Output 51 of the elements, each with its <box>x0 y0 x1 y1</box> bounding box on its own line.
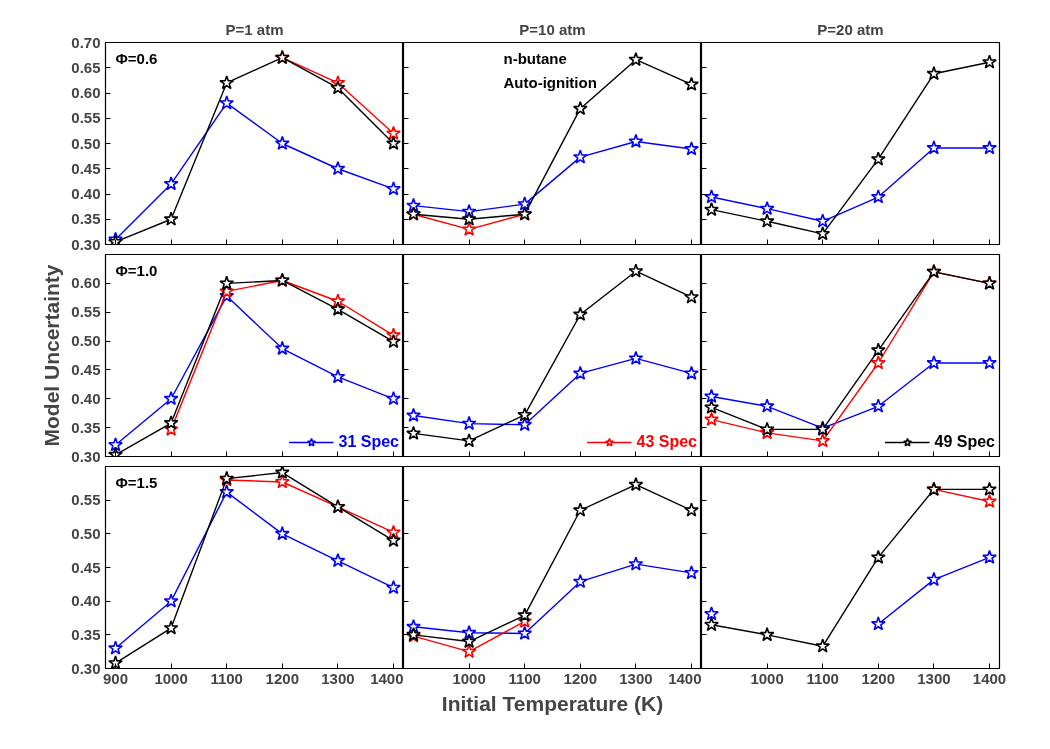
x-tick-label: 900 <box>102 669 129 687</box>
x-tick-label: 1200 <box>563 669 597 687</box>
annotation: Φ=1.0 <box>115 261 158 279</box>
y-tick-label: 0.35 <box>71 418 101 436</box>
y-tick-label: 0.60 <box>71 84 101 101</box>
legend-label: 43 Spec <box>636 433 697 451</box>
y-tick-label: 0.50 <box>71 332 101 350</box>
annotation: Φ=1.5 <box>115 473 158 491</box>
y-tick-label: 0.30 <box>71 659 101 677</box>
x-tick-label: 1400 <box>370 669 404 687</box>
y-axis-title: Model Uncertainty <box>40 264 64 447</box>
annotation: n-butane <box>503 49 567 67</box>
y-tick-label: 0.40 <box>71 592 101 610</box>
y-tick-label: 0.35 <box>71 210 101 228</box>
y-tick-label: 0.50 <box>71 524 101 542</box>
y-tick-label: 0.60 <box>71 274 101 292</box>
y-tick-label: 0.55 <box>71 109 101 127</box>
y-tick-label: 0.30 <box>71 235 101 253</box>
legend-label: 31 Spec <box>338 433 399 451</box>
chart-title: P=1 atm <box>225 20 284 38</box>
y-tick-label: 0.55 <box>71 491 101 509</box>
x-tick-label: 1000 <box>154 669 188 687</box>
y-tick-label: 0.45 <box>71 159 101 177</box>
chart-title: P=20 atm <box>817 20 884 38</box>
y-tick-label: 0.45 <box>71 558 101 576</box>
y-tick-label: 0.35 <box>71 625 101 643</box>
y-tick-label: 0.40 <box>71 185 101 202</box>
x-tick-label: 1000 <box>452 669 486 687</box>
y-tick-label: 0.65 <box>71 58 101 76</box>
y-tick-label: 0.50 <box>71 134 101 152</box>
x-tick-label: 1400 <box>668 669 702 687</box>
x-tick-label: 1200 <box>265 669 299 687</box>
x-tick-label: 1100 <box>806 669 839 687</box>
y-tick-label: 0.30 <box>71 447 101 465</box>
y-tick-label: 0.40 <box>71 389 101 407</box>
x-tick-label: 1300 <box>619 669 653 687</box>
x-tick-label: 1100 <box>508 669 541 687</box>
chart-title: P=10 atm <box>519 20 586 38</box>
x-tick-label: 1000 <box>750 669 784 687</box>
annotation: Auto-ignition <box>503 73 597 91</box>
x-axis-title: Initial Temperature (K) <box>441 691 664 715</box>
x-tick-label: 1300 <box>917 669 951 687</box>
y-tick-label: 0.45 <box>71 360 101 378</box>
y-tick-label: 0.70 <box>71 33 101 51</box>
legend-label: 49 Spec <box>934 433 995 451</box>
x-tick-label: 1100 <box>210 669 243 687</box>
x-tick-label: 1400 <box>972 669 1007 687</box>
y-tick-label: 0.55 <box>71 303 101 321</box>
annotation: Φ=0.6 <box>115 49 158 67</box>
x-tick-label: 1200 <box>861 669 895 687</box>
x-tick-label: 1300 <box>321 669 355 687</box>
